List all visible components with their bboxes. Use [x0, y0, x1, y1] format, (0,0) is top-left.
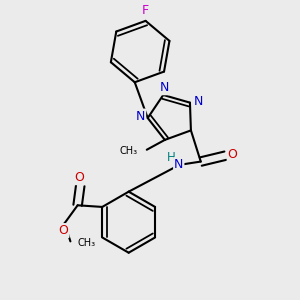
- Text: F: F: [142, 4, 149, 17]
- Text: N: N: [136, 110, 145, 122]
- Text: O: O: [74, 171, 84, 184]
- Text: N: N: [174, 158, 184, 171]
- Text: N: N: [160, 81, 169, 94]
- Text: CH₃: CH₃: [119, 146, 138, 156]
- Text: H: H: [167, 151, 176, 164]
- Text: CH₃: CH₃: [78, 238, 96, 248]
- Text: O: O: [58, 224, 68, 237]
- Text: N: N: [194, 95, 203, 108]
- Text: O: O: [228, 148, 238, 161]
